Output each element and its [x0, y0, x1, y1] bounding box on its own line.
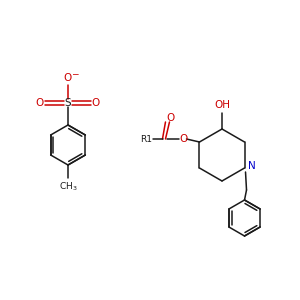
Text: S: S	[65, 98, 71, 108]
Text: O: O	[167, 113, 175, 123]
Text: O: O	[64, 73, 72, 83]
Text: CH$_3$: CH$_3$	[59, 181, 77, 193]
Text: N: N	[248, 161, 255, 171]
Text: O: O	[36, 98, 44, 108]
Text: OH: OH	[214, 100, 230, 110]
Text: O: O	[179, 134, 188, 144]
Text: R1: R1	[140, 134, 152, 143]
Text: −: −	[71, 70, 79, 79]
Text: O: O	[92, 98, 100, 108]
